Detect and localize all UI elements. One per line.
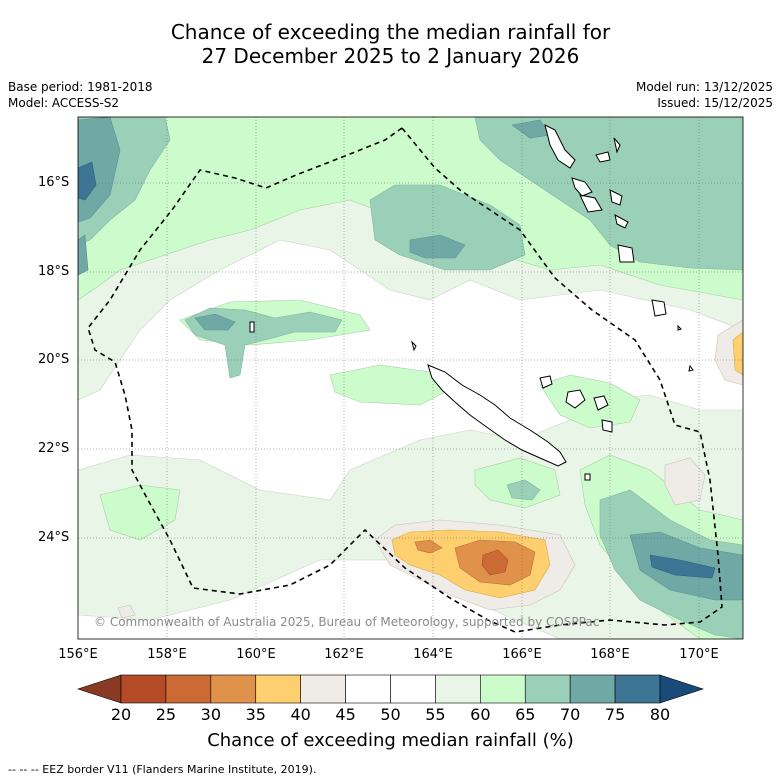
contour-65-70 [474, 117, 743, 271]
colorbar-tick-label: 25 [155, 705, 177, 724]
colorbar-tick-label: 75 [604, 705, 626, 724]
model-run: Model run: 13/12/2025 [635, 80, 773, 94]
issued-date: Issued: 15/12/2025 [657, 96, 773, 110]
lon-label: 156°E [58, 647, 98, 662]
colorbar-swatch [614, 674, 661, 704]
colorbar-tick-label: 20 [110, 705, 132, 724]
colorbar-label: Chance of exceeding median rainfall (%) [207, 730, 574, 751]
colorbar-swatch [390, 674, 436, 704]
colorbar-swatch [524, 674, 571, 704]
colorbar-tick-label: 55 [425, 705, 446, 724]
lon-label: 158°E [147, 647, 187, 662]
lat-label: 16°S [38, 175, 70, 190]
contour-40-45 [117, 604, 136, 619]
contour-65-70 [369, 184, 526, 271]
lat-label: 24°S [38, 530, 70, 545]
colorbar-swatch [435, 674, 481, 704]
new-caledonia-island [427, 364, 567, 467]
contour-70-75 [78, 117, 121, 223]
lon-label: 166°E [502, 647, 542, 662]
lon-label: 170°E [679, 647, 719, 662]
colorbar-tick-label: 65 [515, 705, 536, 724]
colorbar-tick-label: 35 [245, 705, 266, 724]
eez-border [87, 126, 723, 633]
contour-75-80 [649, 554, 716, 579]
colorbar-swatch [165, 674, 212, 704]
colorbar-tick-label: 30 [200, 705, 221, 724]
colorbar-tick-label: 80 [649, 705, 671, 724]
map-title-line2: 27 December 2025 to 2 January 2026 [201, 44, 580, 68]
lon-label: 160°E [236, 647, 276, 662]
lon-label: 162°E [324, 647, 364, 662]
contour-35-40 [732, 331, 743, 376]
colorbar [77, 674, 704, 704]
contour-60-65 [539, 374, 641, 429]
lon-label: 164°E [413, 647, 453, 662]
rainfall-contours [78, 117, 743, 639]
contour-25-30 [481, 549, 509, 576]
lat-label: 18°S [38, 264, 70, 279]
lat-label: 20°S [38, 352, 70, 367]
colorbar-swatch [300, 674, 346, 704]
copyright-credit: © Commonwealth of Australia 2025, Bureau… [94, 615, 600, 629]
model-name: Model: ACCESS-S2 [8, 96, 120, 110]
contour-40-45 [664, 457, 706, 506]
colorbar-high-extend [659, 674, 704, 704]
colorbar-swatch [120, 674, 167, 704]
colorbar-tick-label: 60 [470, 705, 491, 724]
colorbar-swatch [480, 674, 526, 704]
contour-70-75 [409, 234, 466, 259]
contour-70-75 [78, 234, 89, 276]
colorbar-tick-label: 45 [335, 705, 356, 724]
colorbar-tick-label: 50 [380, 705, 401, 724]
small-islets [249, 321, 694, 481]
map-title-line1: Chance of exceeding the median rainfall … [170, 20, 611, 44]
contour-60-65 [329, 364, 446, 406]
base-period: Base period: 1981-2018 [8, 80, 153, 94]
vanuatu-islands [544, 124, 667, 317]
colorbar-low-extend [77, 674, 122, 704]
colorbar-swatch [210, 674, 257, 704]
contour-30-35 [414, 539, 443, 554]
colorbar-swatch [345, 674, 391, 704]
loyalty-islands [539, 375, 613, 433]
eez-footnote: -- -- -- EEZ border V11 (Flanders Marine… [8, 763, 317, 776]
contour-75-80 [78, 161, 97, 201]
lon-label: 168°E [590, 647, 630, 662]
colorbar-swatch [569, 674, 616, 704]
contour-70-75 [194, 313, 236, 331]
contour-55-60 [78, 394, 743, 639]
colorbar-tick-label: 40 [290, 705, 311, 724]
colorbar-swatch [255, 674, 301, 704]
colorbar-tick-label: 70 [559, 705, 581, 724]
lat-label: 22°S [38, 441, 70, 456]
